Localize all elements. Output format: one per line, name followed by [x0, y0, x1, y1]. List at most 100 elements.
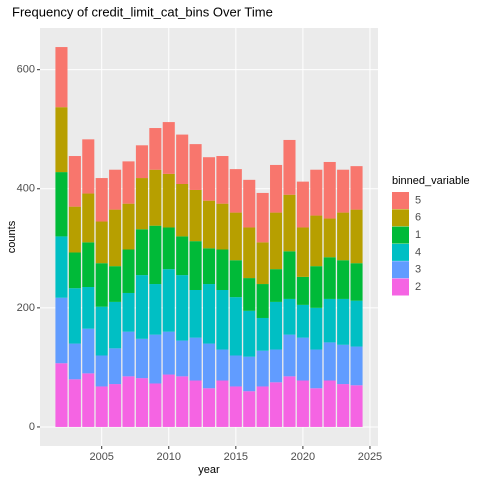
bar	[95, 263, 108, 307]
bar	[135, 378, 148, 427]
legend-label: 4	[415, 246, 421, 258]
bar	[256, 350, 269, 387]
bar	[135, 275, 148, 339]
x-tick-label: 2010	[157, 451, 181, 463]
bar	[68, 252, 81, 289]
bar	[122, 376, 135, 427]
bar	[149, 225, 162, 285]
bar	[68, 343, 81, 380]
bar	[68, 206, 81, 253]
bar	[216, 349, 229, 381]
bar	[95, 386, 108, 427]
bar	[283, 298, 296, 335]
bar	[122, 292, 135, 332]
bar	[109, 348, 122, 385]
bar	[135, 178, 148, 230]
bar	[243, 391, 256, 427]
bar	[82, 287, 95, 329]
bar	[243, 179, 256, 228]
bar	[256, 192, 269, 243]
bar	[68, 288, 81, 344]
bar	[122, 203, 135, 250]
bar	[323, 342, 336, 381]
bar	[55, 363, 68, 427]
bar	[337, 260, 350, 299]
bar	[310, 266, 323, 308]
bar	[350, 166, 363, 210]
bar	[283, 334, 296, 377]
bar	[310, 349, 323, 389]
bar	[189, 289, 202, 338]
bar	[189, 241, 202, 290]
legend-title: binned_variable	[392, 175, 470, 187]
bar	[135, 338, 148, 379]
bar	[149, 334, 162, 384]
bar	[95, 355, 108, 387]
bar	[216, 249, 229, 290]
legend-key	[392, 278, 409, 296]
bar	[229, 386, 242, 427]
bar	[270, 269, 283, 302]
bar	[176, 340, 189, 377]
bar	[122, 161, 135, 204]
bar	[243, 278, 256, 311]
bar	[229, 297, 242, 356]
bar	[256, 386, 269, 427]
bar	[189, 337, 202, 381]
bar	[256, 317, 269, 351]
bar	[82, 242, 95, 288]
bar	[82, 373, 95, 427]
bar	[337, 384, 350, 427]
bar	[270, 382, 283, 427]
bar	[337, 169, 350, 213]
bar	[337, 344, 350, 385]
legend-label: 1	[415, 229, 421, 241]
bar	[337, 298, 350, 345]
bar	[109, 209, 122, 267]
bar	[55, 236, 68, 298]
bar	[296, 181, 309, 228]
legend-label: 3	[415, 264, 421, 276]
bar	[283, 194, 296, 252]
bar	[296, 276, 309, 305]
bar	[109, 266, 122, 302]
bar	[176, 275, 189, 341]
bar	[350, 209, 363, 264]
bar	[135, 145, 148, 179]
bar	[95, 306, 108, 356]
bar	[256, 242, 269, 285]
bar	[95, 221, 108, 264]
legend-key	[392, 261, 409, 279]
bar	[270, 164, 283, 213]
bar	[149, 128, 162, 170]
bar	[310, 215, 323, 267]
bar	[310, 169, 323, 216]
bar	[270, 301, 283, 350]
bar	[323, 380, 336, 427]
bar	[216, 203, 229, 250]
bar	[323, 161, 336, 219]
bar	[109, 169, 122, 210]
bar	[122, 331, 135, 377]
bar	[82, 193, 95, 243]
bar	[202, 248, 216, 285]
bar	[55, 297, 68, 364]
bar	[243, 356, 256, 392]
legend-label: 6	[415, 212, 421, 224]
y-tick-label: 600	[17, 64, 35, 76]
legend-key	[392, 243, 409, 261]
bar	[176, 376, 189, 427]
bar	[350, 346, 363, 386]
bar	[256, 284, 269, 318]
legend-key	[392, 192, 409, 209]
bar	[270, 349, 283, 383]
bar	[216, 380, 229, 427]
bar	[109, 301, 122, 349]
bar	[189, 144, 202, 190]
bar	[149, 284, 162, 335]
bar	[55, 172, 68, 237]
bar	[55, 107, 68, 173]
bar	[109, 384, 122, 427]
bar	[82, 328, 95, 374]
bar	[323, 298, 336, 343]
